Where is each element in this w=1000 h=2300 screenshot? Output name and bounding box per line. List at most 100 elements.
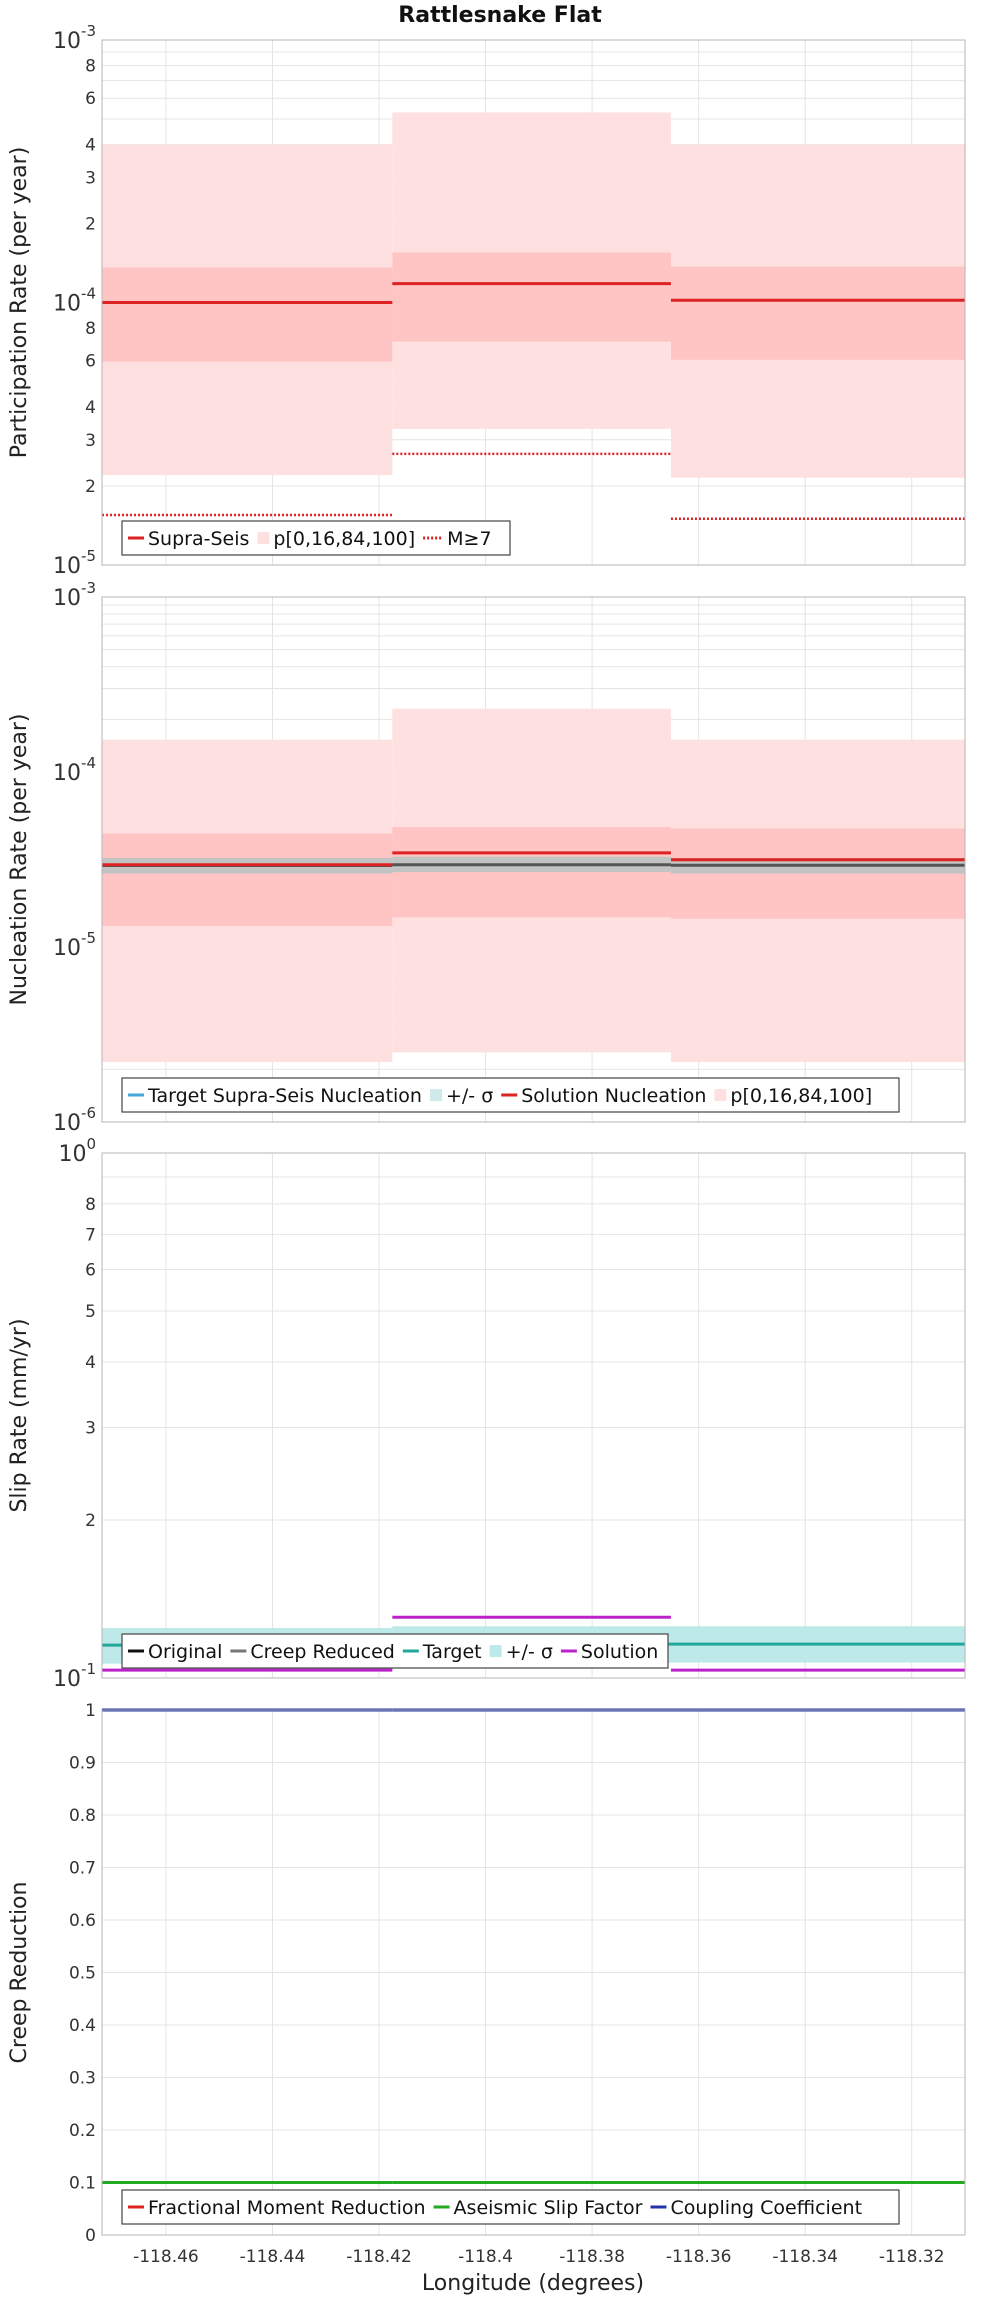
y-tick-label: 0 [85,2226,96,2246]
tick-exponent: -3 [81,579,96,597]
legend-item-label: Coupling Coefficient [670,2197,862,2219]
tick-base: 10 [53,936,81,961]
y-tick-label: 4 [85,398,96,418]
legend-swatch-box [429,1089,442,1101]
y-axis-label: Creep Reduction [7,1882,32,2064]
y-tick-label: 2 [85,1511,96,1531]
series [102,851,965,868]
legend-box [121,520,511,556]
band-segment [102,833,393,926]
y-tick-label: 10-5 [53,929,96,961]
y-tick-label: 0.8 [69,1806,96,1826]
y-tick-label: 3 [85,431,96,451]
y-tick-label: 8 [85,319,96,339]
plot-frame [101,39,966,566]
y-tick-labels: 10-610-510-410-3 [53,579,96,1136]
plot-frame [101,596,966,1123]
legend: Fractional Moment Reduction Aseismic Slip… [121,2189,900,2225]
y-tick-label: 0.7 [69,1859,96,1879]
series [102,282,965,521]
legend-item-label: Creep Reduced [250,1641,394,1663]
y-axis-label: Participation Rate (per year) [7,147,32,459]
tick-exponent: -3 [81,22,96,40]
legend-item-label: +/- σ [506,1641,553,1663]
plot-background [102,1153,965,1678]
y-tick-label: 10-5 [53,547,96,579]
band-segment [670,266,965,360]
x-tick-label: -118.34 [772,2247,838,2267]
legend-item-label: Fractional Moment Reduction [148,2197,426,2219]
y-tick-label: 8 [85,1195,96,1215]
y-axis-label: Slip Rate (mm/yr) [7,1318,32,1512]
y-tick-label: 100 [58,1135,96,1167]
legend-item-label: Supra-Seis [148,528,249,550]
legend-item-label: Solution [581,1641,658,1663]
legend-item-label: p[0,16,84,100] [730,1085,872,1107]
y-tick-label: 3 [85,1419,96,1439]
legend-swatch-box [714,1089,727,1101]
legend-item-label: Aseismic Slip Factor [454,2197,643,2219]
tick-exponent: -1 [81,1660,96,1678]
band-segment [670,828,965,919]
x-tick-label: -118.44 [240,2247,306,2267]
tick-base: 10 [58,1142,86,1167]
y-tick-label: 10-6 [53,1104,96,1136]
band-segment [392,252,671,342]
y-tick-label: 0.3 [69,2069,96,2089]
tick-exponent: -5 [81,547,96,565]
y-tick-label: 5 [85,1302,96,1322]
legend-item-label: Target [422,1641,482,1663]
tick-base: 10 [53,1111,81,1136]
gridlines [102,1153,965,1679]
y-tick-label: 10-1 [53,1660,96,1692]
band-segment [392,826,671,918]
y-tick-label: 10-3 [53,579,96,611]
legend-box [121,2189,900,2225]
y-tick-label: 3 [85,168,96,188]
tick-base: 10 [53,1667,81,1692]
plot-frame [101,1152,966,1679]
y-tick-label: 10-4 [53,754,96,786]
tick-exponent: -4 [81,754,96,772]
legend: Original Creep Reduced Target +/- σ Solution [121,1633,669,1669]
legend-box [121,1633,669,1669]
legend: Supra-Seis p[0,16,84,100] M≥7 [121,520,511,556]
tick-exponent: -5 [81,929,96,947]
legend-swatch-box [257,532,270,544]
y-tick-label: 0.2 [69,2121,96,2141]
x-tick-label: -118.38 [559,2247,625,2267]
legend-item-label: M≥7 [447,528,491,550]
y-tick-label: 1 [85,1701,96,1721]
tick-base: 10 [53,586,81,611]
tick-base: 10 [53,29,81,54]
y-tick-labels: 0 0.1 0.2 0.3 0.4 0.5 0.6 0.7 0.8 0.9 1 [69,1701,96,2246]
y-tick-label: 0.9 [69,1754,96,1774]
y-tick-label: 10-4 [53,285,96,317]
band-segment [102,267,393,362]
panel-4: 0 0.1 0.2 0.3 0.4 0.5 0.6 0.7 0.8 0.9 1 Creep Reduc… [7,1701,966,2267]
legend-item-label: Solution Nucleation [521,1085,706,1107]
x-tick-label: -118.42 [346,2247,412,2267]
y-tick-label: 6 [85,1260,96,1280]
y-tick-label: 4 [85,1353,96,1373]
legend: Target Supra-Seis Nucleation +/- σ Solutio… [121,1077,900,1113]
x-tick-label: -118.4 [458,2247,513,2267]
y-tick-label: 0.1 [69,2174,96,2194]
tick-base: 10 [53,761,81,786]
legend-item-label: Target Supra-Seis Nucleation [147,1085,422,1107]
bands [102,112,965,478]
y-tick-label: 0.5 [69,1964,96,1984]
y-tick-label: 7 [85,1225,96,1245]
x-axis-label: Longitude (degrees) [422,2271,644,2296]
y-axis-label: Nucleation Rate (per year) [7,714,32,1006]
y-tick-label: 2 [85,214,96,234]
y-tick-label: 4 [85,135,96,155]
y-tick-label: 10-3 [53,22,96,54]
legend-item-label: p[0,16,84,100] [273,528,415,550]
